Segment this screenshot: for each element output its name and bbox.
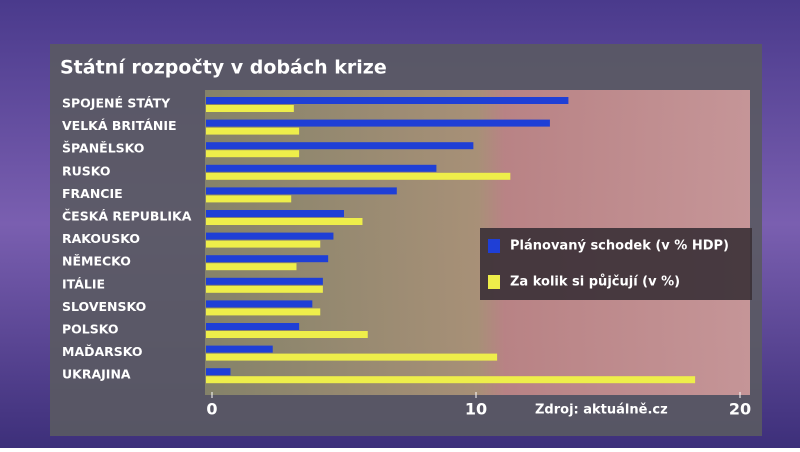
bar <box>206 353 498 361</box>
bar <box>206 285 323 293</box>
bar <box>206 195 292 203</box>
bar <box>206 210 344 217</box>
legend-swatch <box>488 239 500 253</box>
bar <box>206 368 231 376</box>
bar <box>206 119 550 127</box>
bar <box>206 300 313 308</box>
bar <box>206 187 397 195</box>
bar <box>206 172 511 180</box>
category-label: UKRAJINA <box>62 367 131 382</box>
legend-label: Za kolik si půjčují (v %) <box>510 275 680 290</box>
bar <box>206 164 437 172</box>
bar <box>206 232 334 240</box>
bar <box>206 376 696 384</box>
category-label: ČESKÁ REPUBLIKA <box>62 209 192 224</box>
legend-box <box>480 228 752 300</box>
legend-swatch <box>488 275 500 289</box>
legend-label: Plánovaný schodek (v % HDP) <box>510 239 729 254</box>
bar <box>206 142 474 150</box>
bar <box>206 255 329 263</box>
bar <box>206 150 300 158</box>
bar <box>206 127 300 135</box>
bar <box>206 331 368 338</box>
bar <box>206 345 273 353</box>
bar <box>206 277 323 285</box>
category-label: VELKÁ BRITÁNIE <box>62 118 177 133</box>
bar <box>206 263 297 271</box>
category-label: NĚMECKO <box>62 254 131 269</box>
bar <box>206 97 569 104</box>
bar <box>206 105 294 112</box>
category-label: SPOJENÉ STÁTY <box>62 96 171 111</box>
bar <box>206 218 363 225</box>
bar <box>206 308 321 316</box>
x-tick-label: 20 <box>729 400 751 419</box>
x-tick-label: 0 <box>206 400 217 419</box>
chart-title: Státní rozpočty v dobách krize <box>60 57 387 79</box>
category-label: RUSKO <box>62 163 111 178</box>
category-label: SLOVENSKO <box>62 299 146 314</box>
category-label: ITÁLIE <box>62 276 105 291</box>
bar <box>206 323 300 330</box>
category-label: RAKOUSKO <box>62 231 140 246</box>
category-label: MAĎARSKO <box>62 344 143 359</box>
x-tick-label: 10 <box>465 400 487 419</box>
category-label: FRANCIE <box>62 186 123 201</box>
source-note: Zdroj: aktuálně.cz <box>535 403 668 418</box>
category-label: ŠPANĚLSKO <box>62 141 144 156</box>
category-label: POLSKO <box>62 322 119 337</box>
bar <box>206 240 321 248</box>
